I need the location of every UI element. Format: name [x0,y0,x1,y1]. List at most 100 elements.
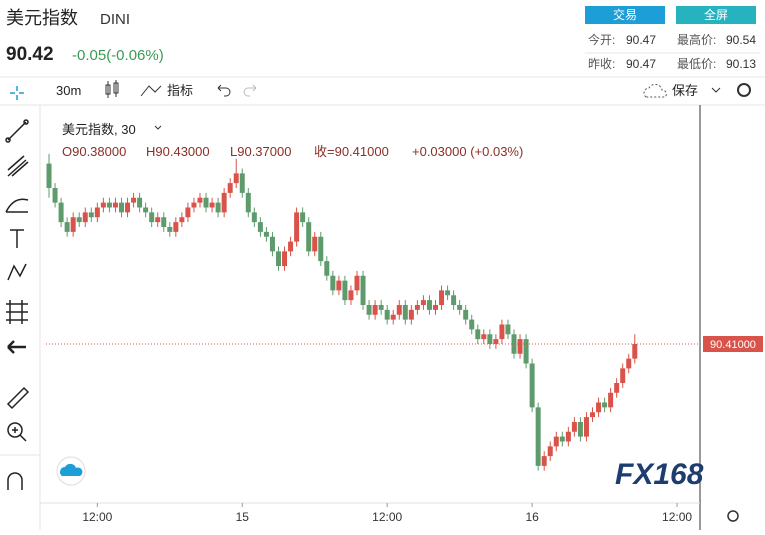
candle-body [547,446,553,457]
candle-body [269,236,275,252]
candle-body [82,212,88,223]
candle-body [179,217,185,223]
change: -0.05(-0.06%) [72,47,164,64]
candle-body [433,305,439,310]
candle-body [553,436,559,447]
last-price-label: 90.41000 [710,339,756,351]
candle-body [324,261,330,276]
candle-body [227,183,233,193]
candle-body [620,368,626,383]
candle-body [499,324,505,340]
candle-body [457,305,463,310]
candle-body [559,436,565,442]
stat-label: 昨收: [588,57,615,71]
watermark: FX168 [615,458,704,491]
candle-body [288,241,294,252]
candle-body [197,197,203,203]
candle-body [221,192,227,213]
title: 美元指数 [6,8,78,28]
trade-button[interactable] [585,6,665,24]
candle-body [149,212,155,223]
stat-value: 90.13 [726,57,756,71]
legend-title: 美元指数, 30 [62,122,136,137]
stat-label: 最低价: [677,57,716,71]
stat-value: 90.47 [626,57,656,71]
legend-value: L90.37000 [230,144,291,159]
candle-body [88,212,94,218]
legend-dropdown[interactable] [154,125,162,130]
candle-body [233,173,239,184]
fullscreen-button-label[interactable]: 全屏 [704,7,728,22]
candle-body [602,402,608,408]
candle-icon[interactable] [105,80,119,98]
candle-body [106,202,112,208]
candle-body [626,358,632,369]
candle-body [300,212,306,223]
candle-body [390,314,396,320]
candle-body [571,422,577,432]
candle-body [173,222,179,232]
price: 90.42 [6,44,54,65]
candle-body [257,222,263,232]
candle-body [70,217,76,232]
legend-value: H90.43000 [146,144,210,159]
candle-body [167,227,173,232]
indicator-icon[interactable] [140,85,162,97]
candle-body [402,305,408,320]
stat-label: 最高价: [677,32,716,47]
candle-body [52,188,58,203]
legend-value: 收=90.41000 [314,144,389,159]
fullscreen-button[interactable] [676,6,756,24]
candle-body [360,275,366,305]
candle-body [493,339,499,344]
candle-body [131,197,137,203]
candle-body [239,173,245,193]
save-icon[interactable] [643,83,667,98]
candle-body [263,231,269,237]
candle-body [565,431,571,442]
candle-body [137,197,143,208]
candle-body [541,456,547,466]
axis-settings-icon[interactable] [727,510,739,522]
candle-body [143,207,149,213]
undo-icon[interactable] [217,84,231,97]
settings-icon[interactable] [737,83,751,97]
candle-body [118,202,124,213]
x-tick-label: 12:00 [662,510,692,524]
candle-body [251,212,257,223]
logo-icon [59,463,83,476]
candle-body [330,275,336,291]
candle-body [451,295,457,305]
trade-button-label[interactable]: 交易 [613,7,637,22]
candle-body [209,202,215,208]
indicators[interactable]: 指标 [167,83,193,98]
candle-body [58,202,64,223]
redo-icon[interactable] [243,84,257,97]
candle-body [414,305,420,310]
candle-body [366,305,372,315]
candle-body [100,202,106,208]
candle-body [215,202,221,213]
candle-body [469,319,475,330]
interval[interactable]: 30m [56,83,81,98]
candle-body [384,309,390,320]
candle-body [420,300,426,305]
candle-body [372,305,378,315]
candle-body [203,197,209,208]
candle-body [426,300,432,310]
dropdown-icon[interactable] [711,87,721,93]
save[interactable]: 保存 [672,83,698,98]
drawing-tools[interactable] [5,86,30,490]
stat-label: 今开: [588,32,615,47]
candle-body [155,217,161,223]
stat-value: 90.47 [626,33,656,47]
candle-body [529,363,535,408]
x-tick-label: 12:00 [372,510,402,524]
candle-body [191,202,197,208]
candle-body [614,383,620,393]
candle-body [408,309,414,320]
candle-body [487,334,493,344]
candle-body [185,207,191,218]
